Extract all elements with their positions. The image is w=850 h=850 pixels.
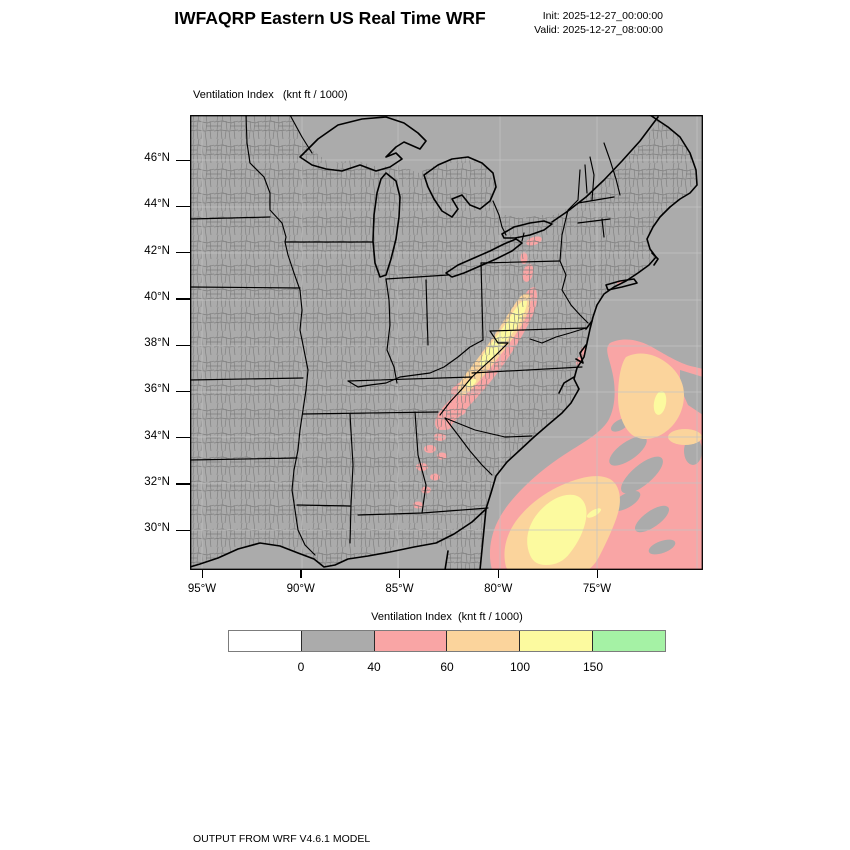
valid-time: Valid: 2025-12-27_08:00:00 <box>534 23 663 36</box>
lon-tick <box>596 570 598 578</box>
run-times: Init: 2025-12-27_00:00:00 Valid: 2025-12… <box>533 10 663 37</box>
footer-model-info: OUTPUT FROM WRF V4.6.1 MODEL WE = 310 ; … <box>193 806 606 850</box>
lat-label: 32°N <box>144 475 170 488</box>
lon-tick <box>497 570 500 578</box>
colorbar-segment <box>374 631 448 651</box>
lake-erie <box>445 238 523 278</box>
footer-line1: OUTPUT FROM WRF V4.6.1 MODEL <box>193 833 371 845</box>
lat-label: 34°N <box>144 429 170 442</box>
colorbar-tick-label: 0 <box>297 660 305 674</box>
colorbar-segment <box>301 631 375 651</box>
lat-tick <box>176 205 190 208</box>
colorbar-tick-label: 40 <box>367 660 381 674</box>
colorbar-tick-label: 60 <box>440 660 454 674</box>
lon-label: 80°W <box>484 583 513 595</box>
lon-tick <box>300 570 302 578</box>
lake-michigan <box>372 172 401 278</box>
colorbar-segment <box>229 631 302 651</box>
colorbar-segment <box>593 631 665 651</box>
colorbar-segment <box>520 631 594 651</box>
state-borders <box>189 114 621 556</box>
lat-tick <box>176 390 190 393</box>
lat-label: 42°N <box>144 244 170 257</box>
lon-label: 90°W <box>286 583 315 595</box>
lat-tick <box>176 159 190 161</box>
lake-huron <box>423 156 497 218</box>
map-canvas <box>189 114 703 571</box>
lat-tick <box>176 437 190 439</box>
lon-label: 85°W <box>385 583 414 595</box>
lat-label: 46°N <box>144 152 170 164</box>
lat-label: 40°N <box>144 290 170 303</box>
init-time: Init: 2025-12-27_00:00:00 <box>542 10 663 22</box>
long-island <box>605 278 638 291</box>
lat-tick <box>176 344 190 346</box>
colorbar-segment <box>447 631 521 651</box>
lat-tick <box>176 298 190 300</box>
colorbar <box>228 630 666 652</box>
lat-tick <box>176 529 190 531</box>
coastline <box>189 114 698 571</box>
florida-cut <box>444 508 487 571</box>
lon-label: 95°W <box>187 583 217 595</box>
international-border <box>289 114 525 242</box>
legend-title: Ventilation Index (knt ft / 1000) <box>371 611 523 623</box>
colorbar-tick-label: 100 <box>509 660 531 674</box>
canada-region <box>290 115 660 218</box>
lat-label: 36°N <box>144 383 170 396</box>
lat-tick <box>176 483 190 485</box>
lat-tick <box>176 252 190 254</box>
ventilation-map-svg <box>189 114 703 571</box>
colorbar-tick-label: 150 <box>582 660 604 674</box>
lon-tick <box>201 570 203 578</box>
map-frame <box>190 115 703 570</box>
page-title: IWFAQRP Eastern US Real Time WRF <box>174 8 486 28</box>
lake-ontario <box>501 220 553 239</box>
gulf-region <box>190 543 448 570</box>
field-label: Ventilation Index (knt ft / 1000) <box>193 89 348 101</box>
lat-label: 44°N <box>144 198 170 211</box>
bays-detail <box>558 252 659 394</box>
lat-label: 30°N <box>144 522 170 534</box>
lon-label: 75°W <box>582 583 612 595</box>
lat-label: 38°N <box>144 337 170 349</box>
mississippi-river-borders <box>245 114 316 556</box>
lon-tick <box>399 570 401 578</box>
ventilation-overlay-offshore <box>489 339 703 570</box>
lake-superior <box>299 116 427 172</box>
